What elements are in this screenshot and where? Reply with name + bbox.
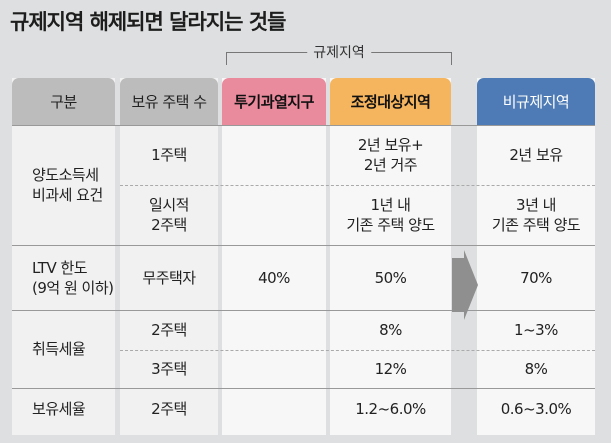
cell-adjusted: 12% <box>374 360 407 378</box>
column-adjusted-bg <box>330 78 451 435</box>
row-label-line: 비과세 요건 <box>32 186 103 204</box>
cell-adjusted: 2년 보유+ 2년 거주 <box>330 125 451 185</box>
page-title: 규제지역 해제되면 달라지는 것들 <box>10 10 286 34</box>
row-divider-dotted <box>120 185 595 186</box>
cell-speculative: 40% <box>258 268 290 287</box>
column-speculative-bg <box>222 78 326 435</box>
row-label-line: (9억 원 이하) <box>32 278 114 297</box>
header-speculative: 투기과열지구 <box>222 78 326 125</box>
cell-non-regulated: 70% <box>520 268 552 287</box>
column-houses-bg <box>120 78 218 435</box>
cell-line: 2년 보유+ <box>357 136 424 154</box>
cell-adjusted: 50% <box>374 268 407 287</box>
row-divider <box>12 125 595 126</box>
cell-non-regulated: 1~3% <box>514 321 558 339</box>
header-non-regulated: 비규제지역 <box>477 78 595 125</box>
cell-houses: 2주택 <box>151 321 187 339</box>
cell-line: 1년 내 <box>370 196 411 214</box>
cell-houses: 3주택 <box>151 360 187 378</box>
cell-adjusted: 1.2~6.0% <box>355 400 426 418</box>
cell-houses: 일시적 2주택 <box>120 185 218 245</box>
cell-line: 2주택 <box>151 216 187 234</box>
cell-line: 2년 거주 <box>363 156 418 174</box>
row-label-line: LTV 한도 <box>32 258 88 277</box>
cell-line: 기존 주택 양도 <box>346 216 435 234</box>
cell-non-regulated: 0.6~3.0% <box>500 400 572 418</box>
cell-non-regulated: 8% <box>524 360 548 378</box>
column-category-bg <box>12 78 115 435</box>
row-label-capital-gains: 양도소득세 비과세 요건 <box>12 125 115 245</box>
row-label-holding-tax: 보유세율 <box>32 400 86 418</box>
cell-adjusted: 8% <box>379 321 402 339</box>
row-label-line: 양도소득세 <box>32 166 99 184</box>
cell-line: 일시적 <box>149 196 189 214</box>
cell-line: 기존 주택 양도 <box>491 216 581 234</box>
row-label-ltv: LTV 한도 (9억 원 이하) <box>12 245 115 310</box>
regulated-group-bracket: 규제지역 <box>226 42 452 65</box>
cell-houses: 2주택 <box>151 400 187 418</box>
row-divider <box>12 310 595 311</box>
column-non-regulated-bg <box>477 78 595 435</box>
cell-adjusted: 1년 내 기존 주택 양도 <box>330 185 451 245</box>
cell-houses: 무주택자 <box>142 268 196 287</box>
group-label: 규제지역 <box>307 42 371 62</box>
right-arrow-icon <box>452 250 478 320</box>
row-divider <box>12 388 595 389</box>
cell-line: 3년 내 <box>516 196 556 214</box>
header-houses: 보유 주택 수 <box>120 78 218 125</box>
cell-non-regulated: 2년 보유 <box>509 146 563 164</box>
row-label-acquisition-tax: 취득세율 <box>32 340 86 358</box>
header-category: 구분 <box>12 78 115 125</box>
cell-non-regulated: 3년 내 기존 주택 양도 <box>477 185 595 245</box>
row-divider-dotted <box>120 350 595 351</box>
header-adjusted: 조정대상지역 <box>330 78 451 125</box>
row-divider <box>12 245 595 246</box>
cell-houses: 1주택 <box>151 146 187 164</box>
